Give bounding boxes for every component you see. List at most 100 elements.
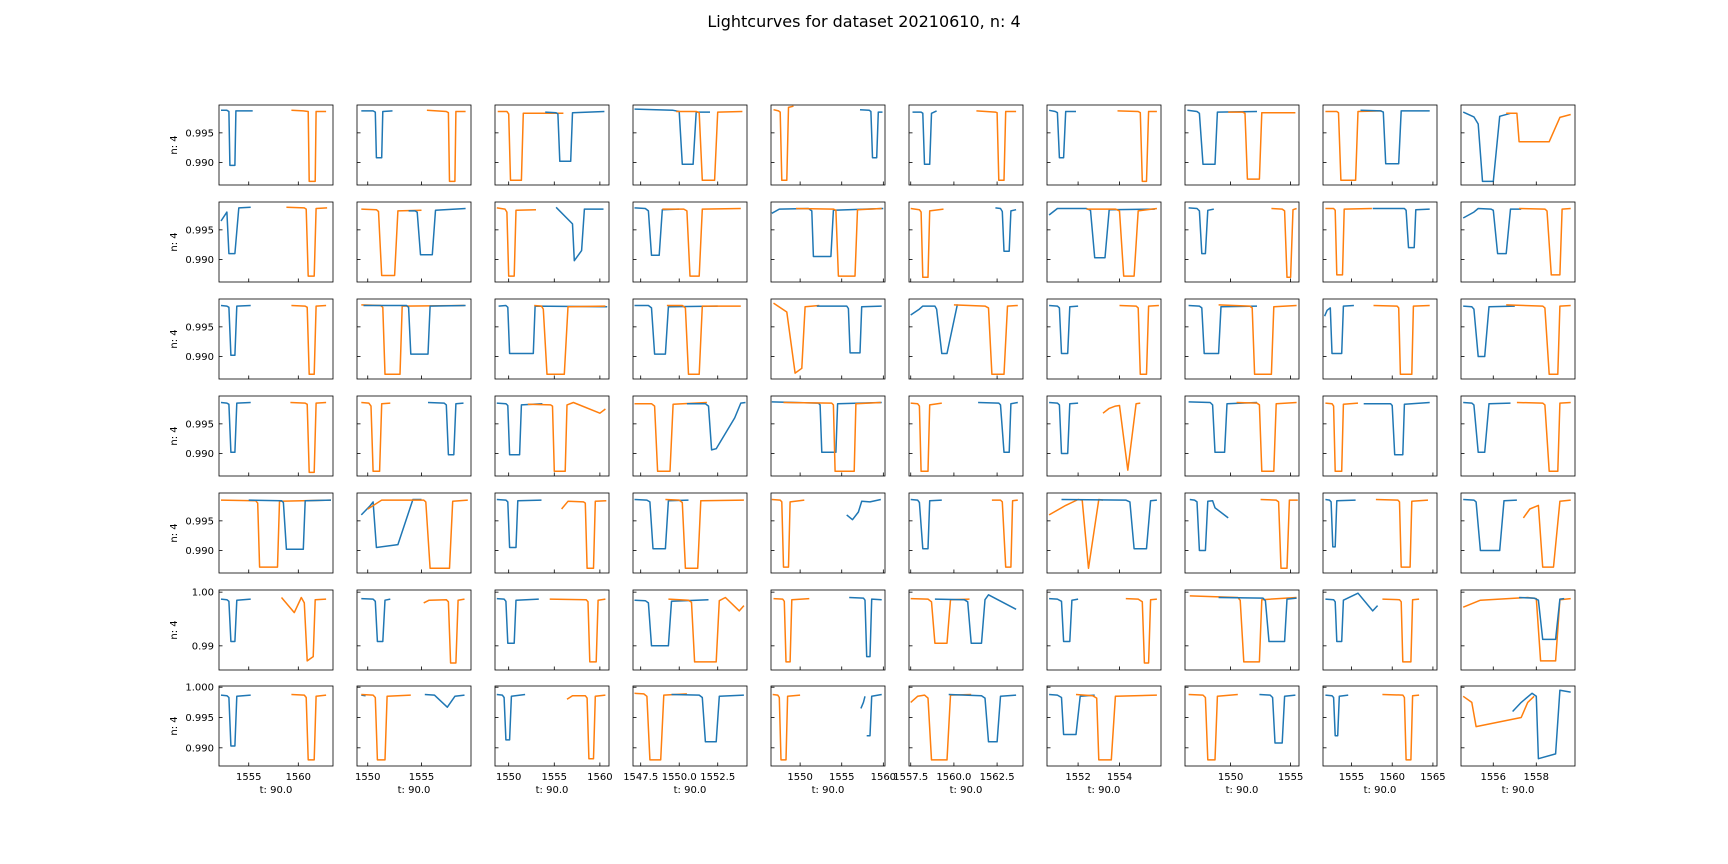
series-a-line [1462, 207, 1522, 255]
panel-r4-c6 [908, 395, 1024, 477]
panel-r6-c3 [494, 589, 610, 671]
series-b-line [291, 304, 327, 376]
panel-series [773, 302, 882, 374]
panel-r6-c8 [1184, 589, 1300, 671]
panel-series [1463, 401, 1571, 473]
series-b-line [1462, 596, 1571, 662]
series-b-line [910, 597, 970, 644]
series-a-line [859, 108, 883, 159]
panel-r7-c6: 1557.5 1560.0 1562.5 t: 90.0 [893, 685, 1024, 796]
series-a-line [1463, 305, 1515, 358]
series-b-line [976, 110, 1017, 182]
series-b-line [1462, 695, 1535, 728]
panel-r4-c3 [494, 395, 610, 477]
panel-series [1049, 401, 1141, 471]
panel-series [220, 304, 327, 376]
y-tick-label: 1.000 [185, 683, 214, 694]
series-a-line [1188, 304, 1258, 355]
series-b-line [549, 598, 606, 663]
panel-r6-c4 [632, 589, 748, 671]
panel-frame [356, 685, 472, 767]
series-a-line [634, 207, 680, 257]
panel-series [1325, 401, 1430, 473]
series-a-line [1372, 207, 1430, 249]
panel-r4-c10 [1460, 395, 1576, 477]
panel-series [1188, 401, 1297, 473]
panel-r2-c3 [494, 201, 610, 283]
panel-r4-c5 [770, 395, 886, 477]
panel-series [361, 401, 464, 473]
panel-frame [356, 589, 472, 671]
panel-r6-c9 [1322, 589, 1438, 671]
panel-r7-c5: 1550 1555 1560 t: 90.0 [770, 685, 896, 796]
panel-r3-c7 [1046, 298, 1162, 380]
y-tick-label: 0.995 [185, 419, 214, 430]
series-a-line [1048, 109, 1076, 159]
series-a-line [912, 110, 937, 166]
series-b-line [367, 499, 468, 570]
panel-r2-c4 [632, 201, 748, 283]
panel-r7-c3: 1550 1555 1560 t: 90.0 [494, 685, 613, 796]
series-b-line [1516, 401, 1571, 473]
y-axis-label: n: 4 [169, 426, 180, 445]
panel-r3-c9 [1322, 298, 1438, 380]
panel-frame [770, 589, 886, 671]
panel-series [496, 206, 604, 277]
panel-series [634, 304, 741, 376]
series-b-line [665, 498, 744, 570]
panel-series [496, 401, 606, 473]
series-b-line [291, 109, 327, 183]
x-tick-label: 1555 [542, 772, 567, 783]
series-a-line [496, 498, 542, 549]
series-b-line [634, 692, 687, 761]
series-a-line [686, 401, 746, 451]
panel-r5-c6 [908, 492, 1024, 574]
panel-r5-c1: 0.990 0.995 n: 4 [169, 492, 334, 574]
x-axis-label: t: 90.0 [674, 785, 707, 796]
panel-series [220, 499, 332, 568]
panel-r3-c10 [1460, 298, 1576, 380]
series-b-line [1048, 498, 1104, 570]
panel-r2-c8 [1184, 201, 1300, 283]
panel-frame [356, 201, 472, 283]
panel-frame [1046, 492, 1162, 574]
panel-series [1049, 693, 1157, 761]
series-b-line [953, 304, 1018, 376]
y-axis-label: n: 4 [169, 523, 180, 542]
x-tick-label: 1550 [496, 772, 521, 783]
panel-frame [1322, 201, 1438, 283]
panel-series [1325, 498, 1429, 568]
panel-frame [494, 685, 610, 767]
panel-frame [908, 104, 1024, 186]
series-b-line [773, 597, 810, 663]
panel-r6-c5 [770, 589, 886, 671]
panel-frame [494, 589, 610, 671]
panel-series [912, 110, 1017, 182]
x-tick-label: 1560 [587, 772, 612, 783]
series-a-line [1189, 498, 1229, 552]
panel-frame [1184, 492, 1300, 574]
series-b-line [497, 110, 564, 182]
x-tick-label: 1557.5 [893, 772, 928, 783]
series-a-line [220, 206, 251, 255]
series-b-line [1271, 207, 1297, 279]
series-a-line [860, 696, 866, 709]
series-a-line [1049, 693, 1095, 736]
x-tick-label: 1560 [871, 772, 896, 783]
panel-series [360, 498, 468, 570]
series-a-line [671, 693, 744, 743]
panel-r1-c10 [1460, 104, 1576, 186]
panel-series [1048, 207, 1157, 277]
panel-r5-c8 [1184, 492, 1300, 574]
panel-r2-c10 [1460, 201, 1576, 283]
panel-r1-c8 [1184, 104, 1300, 186]
y-tick-label: 0.990 [185, 158, 214, 169]
series-a-line [1218, 596, 1297, 643]
panel-r1-c9 [1322, 104, 1438, 186]
series-a-line [1325, 592, 1379, 643]
panel-frame [494, 104, 610, 186]
series-b-line [910, 693, 972, 761]
panel-r4-c2 [356, 395, 472, 477]
series-a-line [1512, 689, 1571, 760]
